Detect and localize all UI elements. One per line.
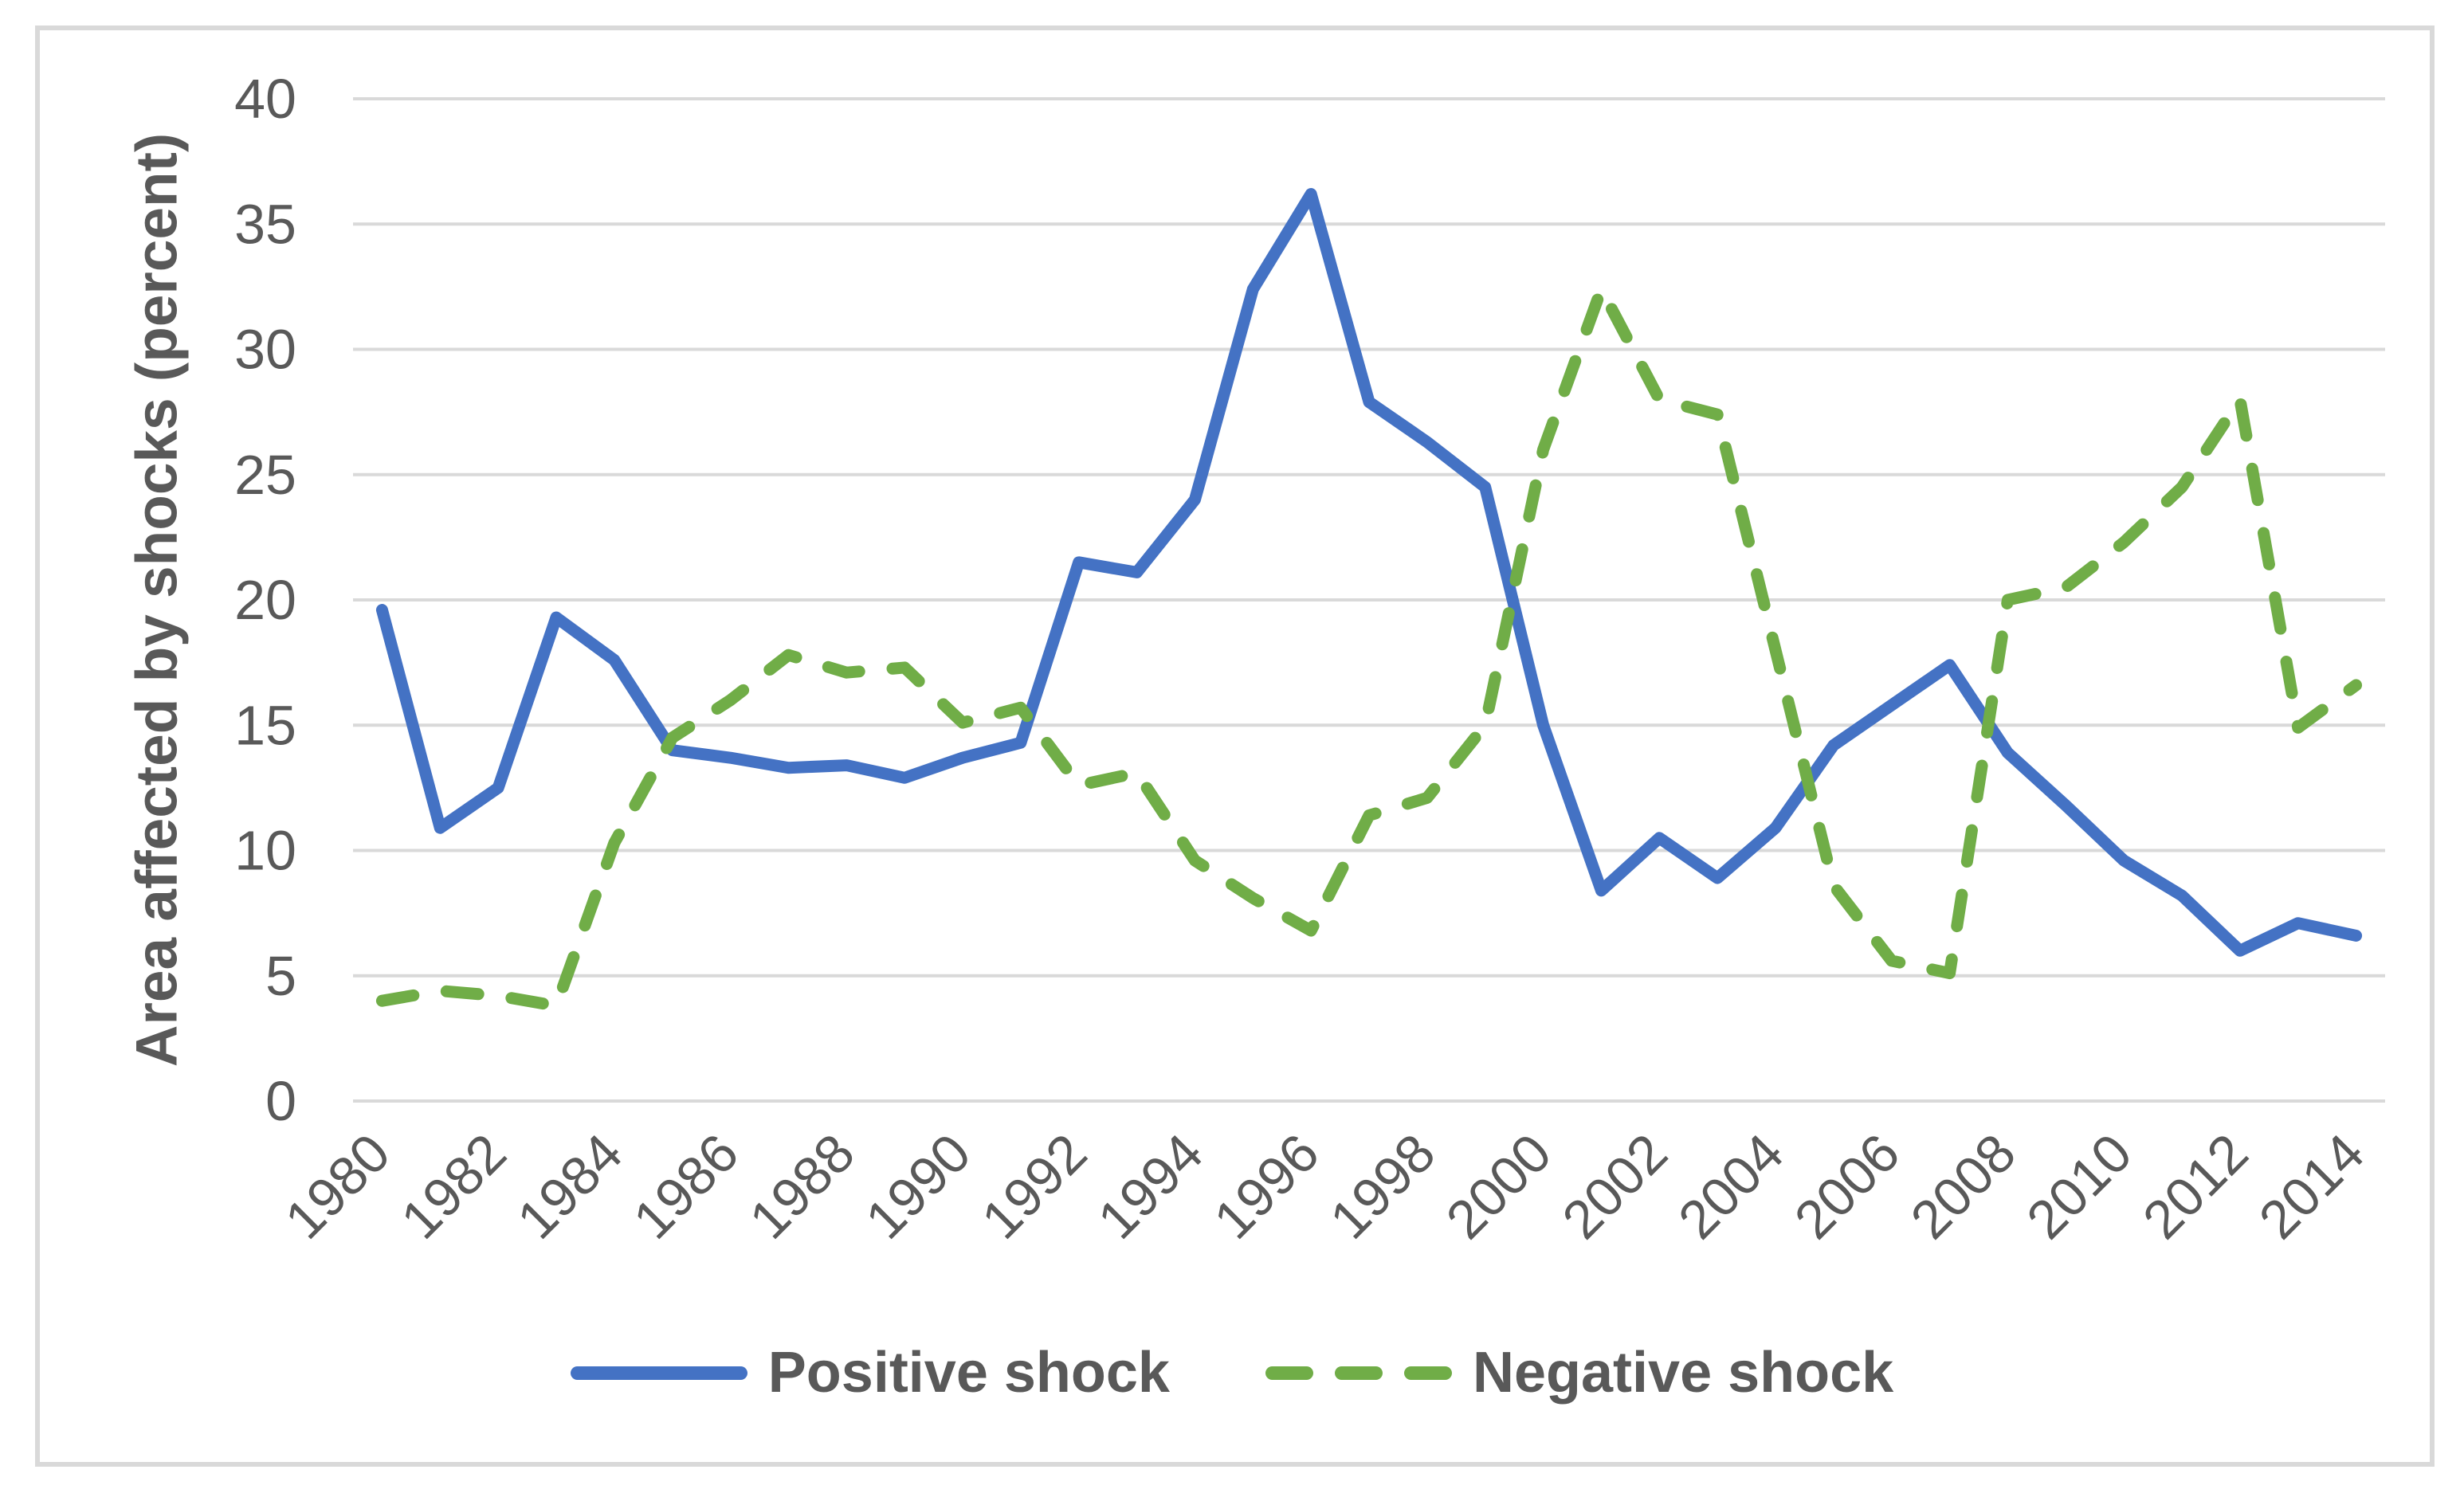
x-tick-label: 2006 xyxy=(1783,1123,1912,1251)
y-tick-label: 40 xyxy=(234,68,296,130)
y-tick-label: 15 xyxy=(234,694,296,756)
y-tick-label: 20 xyxy=(234,569,296,631)
y-tick-label: 10 xyxy=(234,820,296,882)
y-tick-label: 5 xyxy=(265,945,296,1007)
x-tick-label: 2000 xyxy=(1434,1123,1563,1251)
x-tick-label: 1994 xyxy=(1086,1123,1214,1251)
negative-series-swatch xyxy=(1265,1366,1452,1380)
legend-item-positive: Positive shock xyxy=(570,1340,1170,1405)
x-tick-label: 1990 xyxy=(854,1123,983,1251)
x-tick-label: 2012 xyxy=(2132,1123,2260,1251)
dash-segment xyxy=(1265,1366,1313,1380)
y-tick-label: 30 xyxy=(234,319,296,381)
y-tick-label: 25 xyxy=(234,444,296,506)
x-tick-label: 1986 xyxy=(622,1123,750,1251)
x-tick-label: 2010 xyxy=(2015,1123,2144,1251)
x-tick-label: 1992 xyxy=(971,1123,1099,1251)
chart-border xyxy=(35,25,2435,1467)
x-tick-label: 1998 xyxy=(1319,1123,1447,1251)
dash-segment xyxy=(1403,1366,1452,1380)
legend-item-negative: Negative shock xyxy=(1265,1340,1893,1405)
x-tick-label: 1988 xyxy=(738,1123,866,1251)
y-axis-title: Area affected by shocks (percent) xyxy=(124,132,190,1068)
legend-label-negative: Negative shock xyxy=(1472,1341,1894,1405)
x-tick-label: 1984 xyxy=(506,1123,634,1251)
y-tick-label: 35 xyxy=(234,193,296,255)
y-tick-label: 0 xyxy=(265,1070,296,1132)
x-tick-label: 2014 xyxy=(2247,1123,2376,1251)
x-tick-label: 2004 xyxy=(1667,1123,1795,1251)
x-tick-label: 2008 xyxy=(1899,1123,2027,1251)
dash-segment xyxy=(1334,1366,1383,1380)
x-tick-label: 1996 xyxy=(1203,1123,1331,1251)
x-tick-label: 1980 xyxy=(273,1123,402,1251)
positive-series-line xyxy=(375,188,2363,957)
x-tick-label: 2002 xyxy=(1551,1123,1679,1251)
x-tick-label: 1982 xyxy=(390,1123,518,1251)
positive-series-swatch xyxy=(570,1366,747,1380)
negative-series-line xyxy=(375,283,2363,1012)
legend-label-positive: Positive shock xyxy=(767,1341,1170,1405)
legend: Positive shock Negative shock xyxy=(0,1337,2464,1409)
